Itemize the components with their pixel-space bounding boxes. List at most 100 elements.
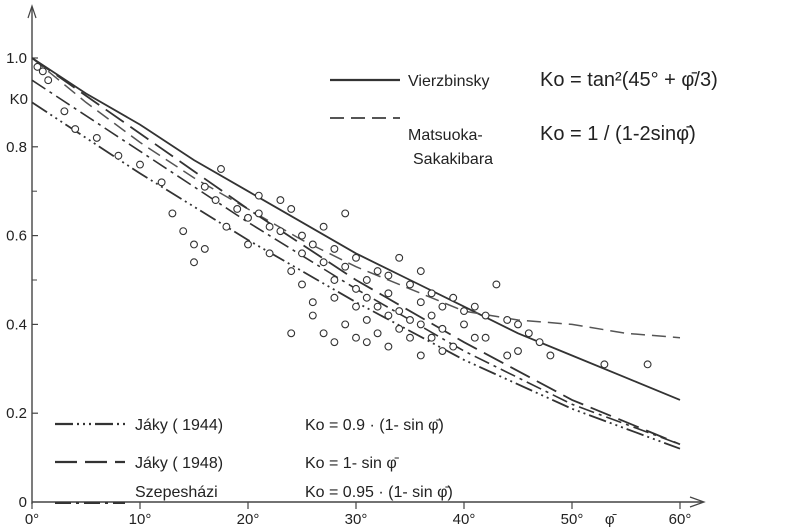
data-point	[373, 302, 382, 311]
data-point	[362, 293, 371, 302]
data-point	[352, 333, 360, 342]
data-point	[265, 249, 274, 258]
data-point	[319, 222, 328, 231]
data-point	[330, 338, 339, 347]
data-point	[449, 293, 458, 302]
data-point	[244, 213, 252, 222]
data-point	[190, 240, 198, 249]
data-point	[92, 133, 101, 142]
data-point	[330, 293, 339, 302]
data-point	[287, 205, 296, 213]
data-point	[406, 316, 414, 324]
data-point	[352, 284, 360, 293]
y-tick-label: 0.6	[6, 228, 27, 245]
data-point	[265, 222, 274, 231]
data-point	[546, 351, 555, 360]
data-point	[438, 347, 447, 355]
legend-label-2: Jáky ( 1944)	[135, 417, 223, 434]
legend-label-4: Szepesházi	[135, 484, 218, 501]
data-point	[384, 289, 393, 298]
data-point	[33, 62, 42, 71]
data-point	[254, 191, 263, 200]
data-point	[470, 333, 479, 342]
data-point	[373, 267, 382, 276]
x-axis-arrow	[689, 496, 706, 508]
data-point	[319, 258, 328, 267]
legend-formula-1: Ko = 1 / (1-2sinφ̄)	[540, 123, 696, 145]
data-point	[362, 338, 371, 347]
data-point	[330, 276, 339, 284]
data-point	[341, 320, 350, 329]
data-point	[211, 196, 220, 205]
series-line-0	[31, 57, 681, 401]
data-point	[503, 316, 512, 324]
data-point	[362, 276, 371, 284]
data-point	[71, 125, 80, 133]
data-point	[460, 307, 468, 316]
data-point	[38, 67, 47, 76]
data-point	[395, 307, 404, 316]
data-point	[287, 267, 296, 276]
data-point	[298, 280, 306, 289]
legend-label-1: Matsuoka-	[408, 127, 483, 144]
tick-labels: 0° 10° 20° 30° 40° 50° 60° φ̄ 0 0.2 0.4 0.6 0.8 1.0 K0	[6, 50, 691, 528]
legend-formula-2: Ko = 0.9 · (1- sin φ̄)	[305, 417, 444, 434]
series-line-2	[31, 101, 681, 450]
data-point	[416, 320, 425, 329]
data-point	[503, 351, 512, 360]
data-point	[168, 209, 177, 218]
data-point	[514, 347, 522, 355]
y-axis-label: K0	[10, 91, 28, 108]
legend-formula-4: Ko = 0.95 · (1- sin φ̄)	[305, 484, 453, 501]
x-tick-label: 10°	[129, 511, 152, 528]
data-point	[298, 231, 306, 240]
data-point	[427, 333, 436, 342]
data-point	[524, 329, 533, 338]
data-point	[352, 253, 360, 262]
y-tick-label: 0.8	[6, 139, 27, 156]
data-point	[514, 320, 522, 329]
y-tick-label: 1.0	[6, 50, 27, 67]
data-point	[190, 258, 198, 267]
data-point	[136, 160, 144, 169]
legend-label-0: Vierzbinsky	[408, 73, 490, 90]
data-point	[460, 320, 468, 329]
axes	[27, 4, 706, 509]
series-line-1	[31, 57, 681, 339]
data-point	[200, 244, 209, 253]
y-tick-label: 0.2	[6, 405, 27, 422]
x-axis-label: φ̄	[605, 511, 617, 528]
data-point	[427, 311, 436, 320]
data-point	[341, 262, 350, 271]
data-point	[222, 222, 231, 231]
data-point	[643, 360, 652, 369]
data-point	[406, 333, 414, 342]
data-point	[438, 324, 447, 333]
legend: Vierzbinsky Ko = tan²(45° + φ̄/3) Matsuoka…	[55, 69, 718, 504]
data-point	[481, 311, 490, 320]
data-point	[416, 298, 425, 307]
data-point	[60, 107, 69, 116]
data-point	[200, 182, 209, 191]
data-point	[330, 244, 339, 253]
data-point	[395, 253, 404, 262]
data-point	[416, 267, 425, 276]
x-tick-label: 30°	[345, 511, 368, 528]
data-point	[438, 302, 447, 311]
legend-formula-3: Ko = 1- sin φ̄	[305, 455, 400, 472]
data-point	[44, 76, 53, 85]
data-point	[384, 342, 393, 351]
data-point	[470, 302, 479, 311]
data-point	[449, 342, 458, 351]
data-point	[233, 205, 242, 213]
data-point	[114, 151, 123, 160]
data-point	[308, 240, 317, 249]
data-point	[276, 196, 285, 205]
data-point	[427, 289, 436, 298]
scatter-points	[33, 62, 652, 369]
data-point	[179, 227, 188, 236]
data-point	[481, 333, 490, 342]
data-point	[319, 329, 328, 338]
x-tick-label: 20°	[237, 511, 260, 528]
